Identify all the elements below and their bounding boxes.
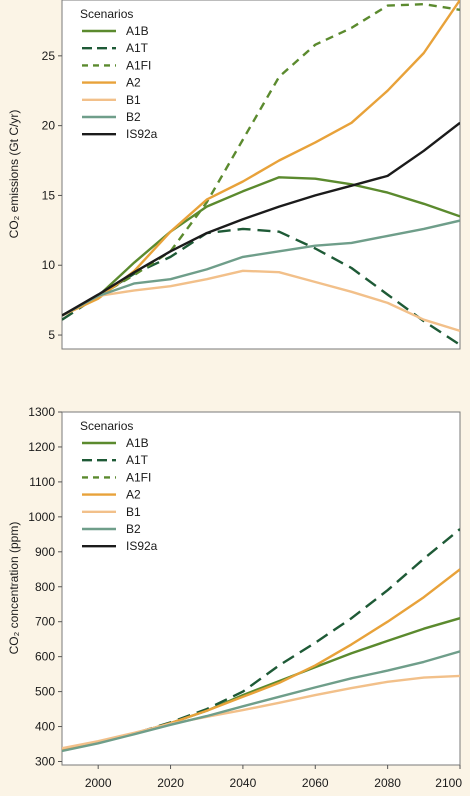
emissions-series-group bbox=[62, 0, 460, 346]
concentration-y-tick-label: 300 bbox=[35, 755, 55, 769]
emissions-series-a1b bbox=[62, 176, 460, 317]
concentration-y-tick-label: 700 bbox=[35, 615, 55, 629]
concentration-y-axis-label: CO₂ concentration (ppm) bbox=[7, 522, 21, 655]
emissions-y-tick-label: 20 bbox=[42, 119, 56, 133]
concentration-panel: 300 400 500 600 700 800 900 1000 1100 1200 1300 200… bbox=[7, 405, 462, 790]
emissions-y-tick-label: 25 bbox=[42, 49, 56, 63]
concentration-x-tick-label: 2000 bbox=[85, 776, 112, 790]
concentration-y-tick-label: 600 bbox=[35, 650, 55, 664]
concentration-legend-label-a1fi: A1FI bbox=[126, 470, 151, 484]
concentration-series-b2 bbox=[62, 650, 460, 753]
emissions-plot-area bbox=[61, 0, 461, 350]
concentration-legend-label-is92a: IS92a bbox=[126, 539, 158, 553]
emissions-y-tick-label: 5 bbox=[48, 328, 55, 342]
concentration-legend-label-a2: A2 bbox=[126, 488, 141, 502]
concentration-series-group bbox=[62, 528, 460, 753]
concentration-plot-area bbox=[61, 411, 461, 766]
emissions-y-axis-label: CO₂ emissions (Gt C/yr) bbox=[7, 110, 21, 239]
concentration-x-tick-label: 2080 bbox=[374, 776, 401, 790]
emissions-legend-label-a1t: A1T bbox=[126, 41, 149, 55]
emissions-series-b2 bbox=[62, 219, 460, 317]
concentration-legend-label-a1t: A1T bbox=[126, 453, 149, 467]
emissions-series-b1 bbox=[62, 269, 460, 333]
concentration-y-tick-label: 1300 bbox=[28, 405, 55, 419]
concentration-x-tick-label: 2040 bbox=[230, 776, 257, 790]
concentration-y-tick-label: 800 bbox=[35, 580, 55, 594]
emissions-series-is92a bbox=[62, 121, 460, 317]
emissions-y-tick-label: 15 bbox=[42, 188, 56, 202]
emissions-legend-label-b1: B1 bbox=[126, 93, 141, 107]
concentration-x-tick-label: 2020 bbox=[157, 776, 184, 790]
concentration-y-tick-label: 500 bbox=[35, 685, 55, 699]
concentration-x-tick-label: 2060 bbox=[302, 776, 329, 790]
emissions-legend-title: Scenarios bbox=[80, 7, 133, 21]
concentration-x-tick-label: 2100 bbox=[435, 776, 462, 790]
emissions-series-a1t bbox=[62, 227, 460, 346]
concentration-y-tick-label: 900 bbox=[35, 545, 55, 559]
concentration-legend: Scenarios A1B A1T A1FI A2 B1 B2 IS92a bbox=[80, 419, 158, 553]
emissions-panel: 5 10 15 20 25 CO₂ emissions (Gt C/yr) Scenario… bbox=[7, 0, 461, 350]
emissions-y-tick-label: 10 bbox=[42, 258, 56, 272]
emissions-legend-label-b2: B2 bbox=[126, 110, 141, 124]
concentration-legend-label-b1: B1 bbox=[126, 505, 141, 519]
concentration-legend-label-b2: B2 bbox=[126, 522, 141, 536]
emissions-legend-label-a2: A2 bbox=[126, 76, 141, 90]
concentration-y-tick-label: 1200 bbox=[28, 440, 55, 454]
concentration-y-tick-label: 400 bbox=[35, 720, 55, 734]
concentration-legend-title: Scenarios bbox=[80, 419, 133, 433]
concentration-series-b1 bbox=[62, 674, 460, 750]
emissions-legend: Scenarios A1B A1T A1FI A2 B1 B2 IS92a bbox=[80, 7, 158, 141]
emissions-series-a1fi bbox=[62, 2, 460, 317]
concentration-y-tick-label: 1000 bbox=[28, 510, 55, 524]
emissions-legend-label-is92a: IS92a bbox=[126, 127, 158, 141]
concentration-legend-label-a1b: A1B bbox=[126, 436, 149, 450]
emissions-legend-label-a1b: A1B bbox=[126, 24, 149, 38]
concentration-y-tick-label: 1100 bbox=[29, 475, 55, 489]
emissions-legend-label-a1fi: A1FI bbox=[126, 58, 151, 72]
